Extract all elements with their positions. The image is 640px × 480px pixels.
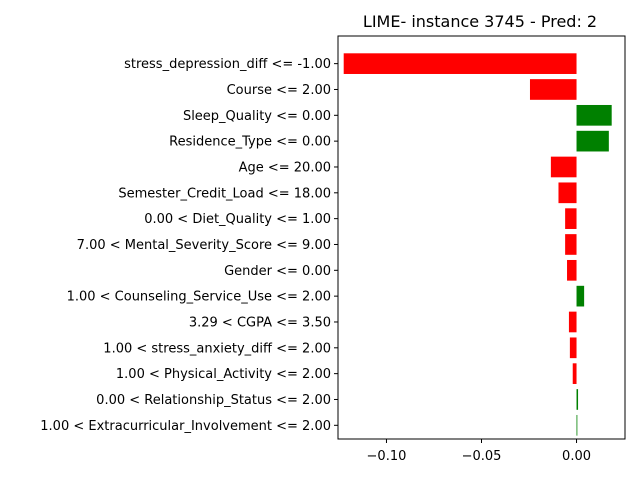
bar-3 <box>576 130 609 152</box>
x-tick-label-0: −0.10 <box>367 449 407 464</box>
y-tick-label-2: Sleep_Quality <= 0.00 <box>183 109 331 124</box>
bar-13 <box>576 389 579 410</box>
bars-group <box>343 53 612 436</box>
x-tick-label-2: 0.00 <box>562 449 591 464</box>
y-tick-label-8: Gender <= 0.00 <box>224 264 331 279</box>
bar-0 <box>343 53 577 74</box>
y-tick-label-14: 1.00 < Extracurricular_Involvement <= 2.… <box>40 419 331 434</box>
bar-12 <box>572 363 577 384</box>
bar-1 <box>529 79 577 100</box>
bar-6 <box>565 208 577 229</box>
bar-14 <box>576 414 578 436</box>
y-tick-label-13: 0.00 < Relationship_Status <= 2.00 <box>96 393 331 408</box>
y-tick-label-0: stress_depression_diff <= -1.00 <box>124 57 331 72</box>
chart-title: LIME- instance 3745 - Pred: 2 <box>363 12 597 31</box>
plot-frame <box>337 35 626 440</box>
bar-2 <box>576 104 612 126</box>
x-tick-label-1: −0.05 <box>462 449 502 464</box>
bar-7 <box>565 234 577 255</box>
bar-8 <box>567 259 577 281</box>
y-tick-label-12: 1.00 < Physical_Activity <= 2.00 <box>116 367 331 382</box>
y-tick-label-6: 0.00 < Diet_Quality <= 1.00 <box>144 212 331 227</box>
y-tick-label-10: 3.29 < CGPA <= 3.50 <box>189 315 331 330</box>
y-tick-labels: stress_depression_diff <= -1.00 Course <=… <box>40 57 338 434</box>
y-tick-label-5: Semester_Credit_Load <= 18.00 <box>118 186 331 201</box>
bar-4 <box>550 156 577 178</box>
bar-10 <box>568 311 577 333</box>
y-tick-label-7: 7.00 < Mental_Severity_Score <= 9.00 <box>77 238 331 253</box>
y-tick-label-3: Residence_Type <= 0.00 <box>169 135 331 150</box>
y-tick-label-9: 1.00 < Counseling_Service_Use <= 2.00 <box>67 290 331 305</box>
x-ticks: −0.10 −0.05 0.00 <box>367 439 591 464</box>
y-tick-label-4: Age <= 20.00 <box>239 160 331 175</box>
bar-5 <box>558 182 577 204</box>
bar-9 <box>576 285 585 307</box>
y-tick-label-11: 1.00 < stress_anxiety_diff <= 2.00 <box>103 341 331 356</box>
y-tick-label-1: Course <= 2.00 <box>227 83 331 98</box>
bar-11 <box>569 337 577 359</box>
